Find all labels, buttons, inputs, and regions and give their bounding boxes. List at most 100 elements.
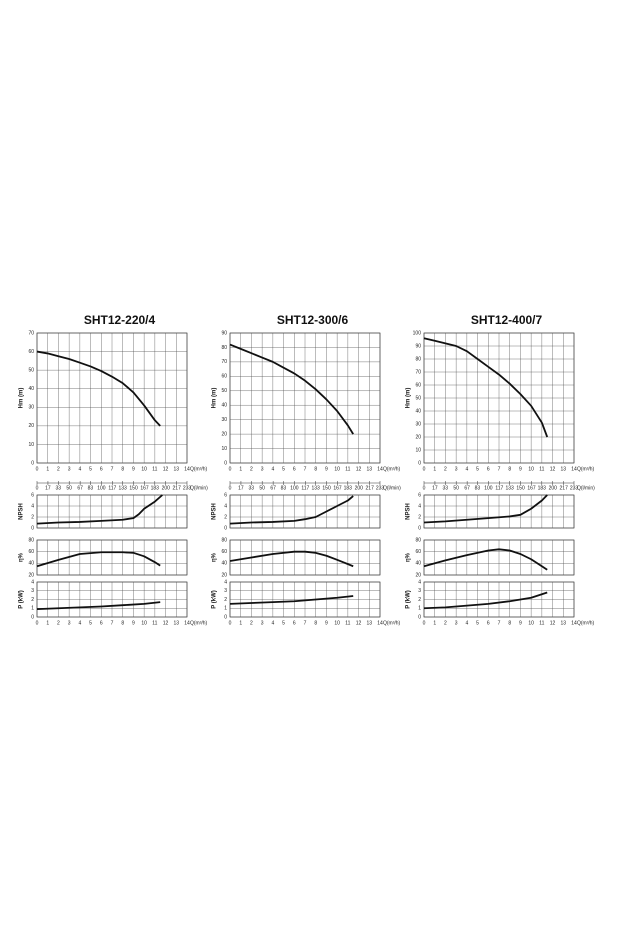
y-tick-label: 40 [28,386,34,392]
y-tick-label: 4 [418,579,421,585]
y-tick-label: 80 [28,537,34,543]
y-tick-label: 0 [418,460,421,466]
y-axis-label: NPSH [19,503,25,520]
x-tick-label: 10 [334,466,340,472]
x2-tick-label: 233 [570,485,579,491]
x-tick-label: 13 [367,466,373,472]
x-tick-label: 12 [163,466,169,472]
x-tick-label: 9 [519,466,522,472]
y-tick-label: 0 [224,614,227,620]
x-tick-label: 10 [141,620,147,626]
x-tick-label: 5 [476,466,479,472]
x2-tick-label: 233 [376,485,385,491]
x2-tick-label: 17 [45,485,51,491]
x-tick-label: 10 [334,620,340,626]
x-tick-label: 2 [250,620,253,626]
y-tick-label: 3 [224,588,227,594]
x-tick-label: 14 [377,466,383,472]
x2-tick-label: 200 [162,485,171,491]
x2-tick-label: 167 [527,485,536,491]
x-tick-label: 13 [561,620,567,626]
x-tick-label: 9 [519,620,522,626]
y-tick-label: 0 [224,525,227,531]
y-tick-label: 50 [415,395,421,401]
x2-tick-label: 33 [248,485,254,491]
y-axis-label: P (kW) [19,590,25,609]
x-tick-label: 4 [271,620,274,626]
x-tick-label: 10 [528,620,534,626]
y-tick-label: 40 [221,403,227,409]
x-tick-label: 11 [539,466,544,472]
x-tick-label: 2 [250,466,253,472]
x-tick-label: 10 [141,466,147,472]
curve [229,550,354,568]
x-tick-label: 6 [293,620,296,626]
x2-tick-label: 183 [538,485,547,491]
x-axis-label: Q(m³/h) [577,466,595,472]
x2-tick-label: 0 [229,485,232,491]
x-tick-label: 3 [455,466,458,472]
y-tick-label: 40 [28,561,34,567]
x-tick-label: 14 [571,620,577,626]
y-tick-label: 4 [224,579,227,585]
x2-axis-label: Q(l/min) [190,485,208,491]
x-tick-label: 1 [433,466,436,472]
x2-tick-label: 100 [290,485,299,491]
y-tick-label: 50 [28,367,34,373]
x-tick-label: 0 [423,466,426,472]
y-tick-label: 3 [31,588,34,594]
x2-tick-label: 0 [36,485,39,491]
x-tick-label: 9 [325,466,328,472]
x-tick-label: 0 [36,620,39,626]
x-axis-label: Q(m³/h) [577,620,595,626]
x-tick-label: 11 [345,620,350,626]
curve [423,337,549,438]
x-tick-label: 14 [377,620,383,626]
y-tick-label: 60 [415,382,421,388]
y-axis-label: η% [212,552,218,562]
x-tick-label: 7 [111,620,114,626]
x-tick-label: 8 [314,466,317,472]
curve [229,495,354,525]
x-tick-label: 9 [132,620,135,626]
y-tick-label: 70 [415,369,421,375]
x2-tick-label: 67 [77,485,83,491]
y-tick-label: 40 [221,561,227,567]
x-tick-label: 9 [325,620,328,626]
y-axis-label: Hm (m) [212,388,218,409]
y-tick-label: 20 [415,434,421,440]
y-tick-label: 0 [31,460,34,466]
x-axis-label: Q(m³/h) [190,620,208,626]
x2-tick-label: 200 [549,485,558,491]
x-axis-label: Q(m³/h) [190,466,208,472]
y-tick-label: 70 [221,359,227,365]
y-tick-label: 90 [221,330,227,336]
x2-tick-label: 183 [344,485,353,491]
y-tick-label: 60 [415,549,421,555]
x-tick-label: 12 [550,466,556,472]
y-tick-label: 6 [224,492,227,498]
y-tick-label: 10 [221,446,227,452]
x-tick-label: 8 [121,620,124,626]
x-tick-label: 12 [356,466,362,472]
y-tick-label: 60 [221,549,227,555]
x-tick-label: 3 [261,466,264,472]
y-tick-label: 4 [31,503,34,509]
y-tick-label: 30 [221,417,227,423]
x2-tick-label: 17 [432,485,438,491]
x-tick-label: 3 [455,620,458,626]
y-tick-label: 0 [31,614,34,620]
y-tick-label: 20 [28,423,34,429]
curve [36,601,161,611]
x-tick-label: 3 [68,466,71,472]
x-tick-label: 14 [184,466,190,472]
y-tick-label: 4 [31,579,34,585]
chart-title: SHT12-220/4 [84,313,156,327]
x2-tick-label: 150 [516,485,525,491]
x2-tick-label: 133 [505,485,514,491]
x-tick-label: 11 [539,620,544,626]
x-tick-label: 1 [46,620,49,626]
x2-tick-label: 167 [140,485,149,491]
x-tick-label: 11 [152,620,157,626]
x-tick-label: 5 [476,620,479,626]
